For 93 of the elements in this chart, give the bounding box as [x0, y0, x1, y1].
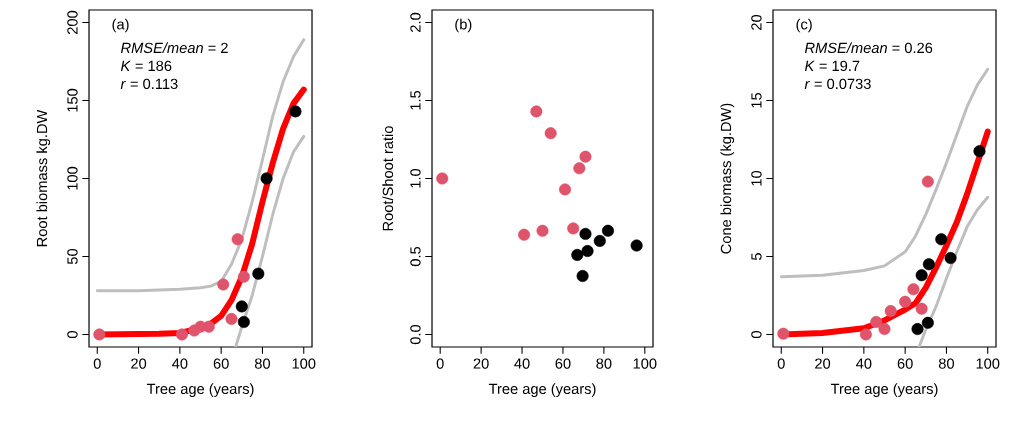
point: [436, 172, 449, 185]
annotation: r = 0.0733: [804, 78, 871, 90]
annotation: K = 186: [120, 60, 172, 72]
point: [231, 233, 244, 246]
point: [935, 233, 948, 246]
y-tick-label: 0: [67, 331, 78, 339]
y-tick-label: 2.0: [410, 12, 421, 32]
x-tick-label: 20: [131, 358, 147, 369]
point: [777, 327, 790, 340]
annotation: (a): [112, 18, 129, 33]
point: [911, 323, 924, 336]
point: [237, 316, 250, 329]
point: [544, 127, 557, 140]
point: [921, 316, 934, 329]
x-tick-label: 80: [938, 358, 955, 369]
x-tick-label: 60: [213, 358, 229, 369]
point: [567, 222, 580, 235]
x-tick-label: 0: [93, 358, 101, 369]
x-tick-label: 20: [815, 358, 831, 369]
point: [601, 224, 614, 237]
y-tick-label: 200: [67, 10, 78, 34]
x-axis-title: Tree age (years): [830, 383, 938, 397]
y-tick-label: 150: [67, 88, 78, 112]
x-tick-label: 40: [856, 358, 872, 369]
point: [571, 248, 584, 261]
y-tick-label: 0.0: [410, 324, 421, 345]
point: [260, 172, 273, 185]
point: [536, 224, 549, 237]
annotation: r = 0.113: [120, 78, 178, 90]
point: [573, 162, 586, 175]
point: [289, 105, 302, 118]
y-axis-title: Root/Shoot ratio: [382, 126, 394, 231]
y-tick-label: 5: [751, 253, 762, 260]
point: [235, 300, 248, 313]
y-tick-label: 15: [751, 92, 762, 108]
point: [915, 269, 928, 282]
point: [921, 175, 934, 188]
annotation: K = 19.7: [804, 60, 860, 72]
point: [559, 183, 572, 196]
y-tick-label: 1.5: [410, 90, 421, 110]
point: [237, 270, 250, 283]
annotation: RMSE/mean = 0.26: [804, 42, 933, 54]
point: [518, 228, 531, 241]
x-tick-label: 20: [473, 358, 489, 369]
annotation: RMSE/mean = 2: [120, 42, 228, 54]
point: [922, 258, 935, 271]
x-tick-label: 100: [976, 358, 1000, 369]
point: [944, 252, 957, 265]
y-tick-label: 0.5: [410, 246, 421, 267]
x-tick-label: 40: [172, 358, 188, 369]
y-tick-label: 0: [751, 331, 762, 339]
x-tick-label: 80: [254, 358, 271, 369]
point: [579, 150, 592, 163]
point: [915, 302, 928, 315]
point: [93, 328, 106, 341]
point: [530, 105, 543, 118]
point: [576, 270, 589, 283]
y-tick-label: 20: [751, 14, 762, 30]
point: [884, 305, 897, 318]
y-tick-label: 10: [751, 170, 762, 186]
point: [973, 145, 986, 158]
point: [225, 312, 238, 325]
x-tick-label: 80: [596, 358, 612, 369]
y-axis-title: Cone biomass (kg.DW): [720, 103, 735, 254]
x-axis-title: Tree age (years): [488, 383, 596, 397]
line-series: [234, 134, 306, 347]
point: [175, 328, 188, 341]
y-axis-title: Root biomass kg.DW: [36, 109, 51, 247]
annotation: (c): [796, 18, 812, 33]
y-tick-label: 100: [67, 166, 78, 190]
point: [217, 278, 230, 291]
point: [878, 323, 891, 336]
point: [870, 316, 883, 329]
point: [593, 234, 606, 247]
point: [630, 239, 643, 252]
y-tick-label: 50: [67, 248, 78, 265]
x-tick-label: 100: [633, 358, 657, 369]
x-axis-title: Tree age (years): [146, 383, 254, 397]
x-tick-label: 40: [514, 358, 530, 369]
point: [899, 295, 912, 308]
y-tick-label: 1.0: [410, 168, 421, 188]
point: [252, 267, 265, 280]
point: [859, 328, 872, 341]
x-tick-label: 0: [777, 358, 785, 369]
x-tick-label: 100: [292, 358, 316, 369]
annotation: (b): [455, 18, 472, 33]
x-tick-label: 60: [897, 358, 913, 369]
point: [581, 245, 594, 258]
line-series: [95, 38, 306, 293]
point: [907, 283, 920, 296]
point: [579, 227, 592, 240]
x-tick-label: 60: [555, 358, 571, 369]
x-tick-label: 0: [436, 358, 444, 369]
